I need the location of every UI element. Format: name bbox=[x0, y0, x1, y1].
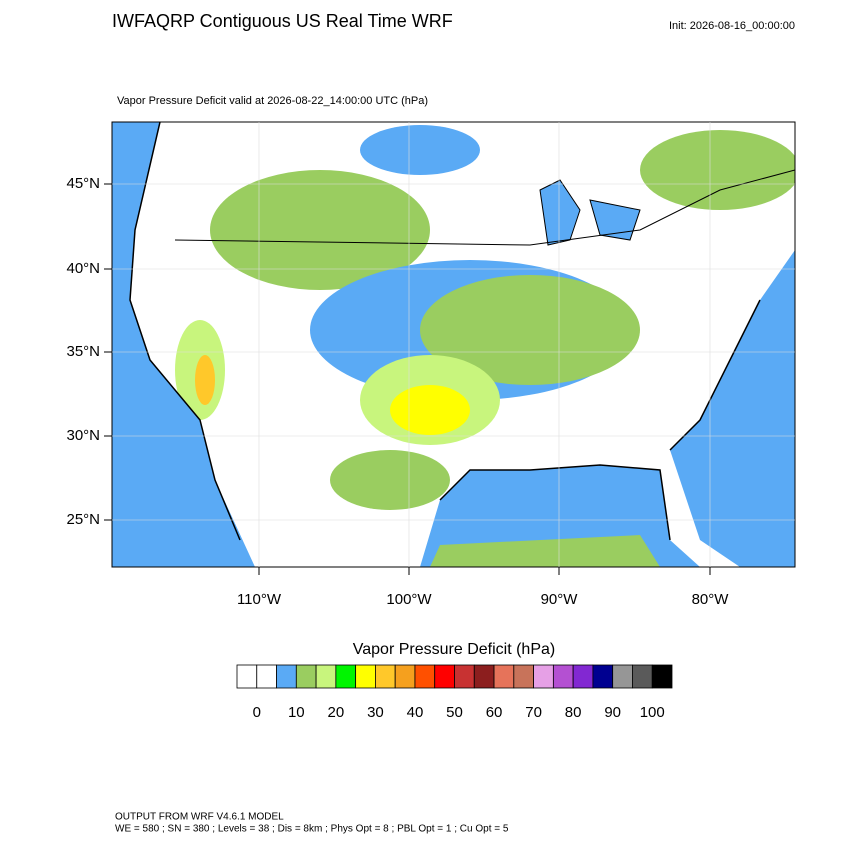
field-area bbox=[420, 275, 640, 385]
colorbar-label: 10 bbox=[288, 704, 305, 721]
colorbar-box bbox=[493, 664, 515, 689]
lon-label: 80°W bbox=[692, 591, 730, 608]
colorbar-box bbox=[414, 664, 436, 689]
lon-label: 110°W bbox=[237, 591, 282, 608]
lon-label: 100°W bbox=[386, 591, 432, 608]
lake bbox=[539, 179, 581, 246]
map bbox=[111, 121, 796, 568]
colorbar-box bbox=[533, 664, 554, 689]
atlantic bbox=[670, 250, 795, 567]
colorbar-box bbox=[394, 664, 416, 689]
lake bbox=[589, 199, 641, 241]
field-area bbox=[430, 535, 660, 567]
colorbar-label: 90 bbox=[604, 704, 621, 721]
colorbar-label: 70 bbox=[525, 704, 542, 721]
lat-label: 40°N bbox=[66, 260, 100, 277]
pacific bbox=[112, 122, 255, 567]
colorbar-box bbox=[295, 664, 317, 689]
field-area bbox=[360, 125, 480, 175]
colorbar-box bbox=[454, 664, 475, 689]
field-area bbox=[195, 355, 215, 405]
field-area bbox=[390, 385, 470, 435]
field-area bbox=[210, 170, 430, 290]
colorbar-box bbox=[632, 664, 653, 689]
colorbar-label: 20 bbox=[328, 704, 345, 721]
colorbar-box bbox=[236, 664, 258, 689]
field-area bbox=[640, 130, 795, 210]
coastline bbox=[669, 299, 761, 451]
colorbar-box bbox=[473, 664, 495, 689]
lat-label: 25°N bbox=[66, 511, 100, 528]
colorbar-box bbox=[572, 664, 594, 689]
colorbar-label: 30 bbox=[367, 704, 384, 721]
colorbar-label: 40 bbox=[407, 704, 424, 721]
footer-line: WE = 580 ; SN = 380 ; Levels = 38 ; Dis … bbox=[115, 824, 509, 835]
lat-label: 30°N bbox=[66, 427, 100, 444]
colorbar-box bbox=[315, 664, 337, 689]
colorbar-title: Vapor Pressure Deficit (hPa) bbox=[353, 641, 555, 658]
lon-label: 90°W bbox=[541, 591, 579, 608]
map-subtitle: Vapor Pressure Deficit valid at 2026-08-… bbox=[117, 95, 428, 107]
colorbar-label: 80 bbox=[565, 704, 582, 721]
colorbar-box bbox=[335, 664, 357, 689]
border bbox=[174, 169, 795, 246]
colorbar-label: 0 bbox=[253, 704, 261, 721]
colorbar-box bbox=[552, 664, 574, 689]
colorbar-box bbox=[256, 664, 277, 689]
colorbar-box bbox=[434, 664, 455, 689]
lat-label: 45°N bbox=[66, 175, 100, 192]
colorbar: Vapor Pressure Deficit (hPa) bbox=[353, 641, 555, 658]
colorbar-box bbox=[651, 664, 673, 689]
colorbar-box bbox=[375, 664, 396, 689]
map-frame bbox=[111, 121, 796, 568]
colorbar-label: 100 bbox=[640, 704, 665, 721]
title: IWFAQRP Contiguous US Real Time WRF bbox=[112, 11, 453, 31]
colorbar-label: 50 bbox=[446, 704, 463, 721]
lat-label: 35°N bbox=[66, 343, 100, 360]
colorbar-box bbox=[276, 664, 297, 689]
init-time: Init: 2026-08-16_00:00:00 bbox=[669, 20, 795, 32]
colorbar-box bbox=[355, 664, 376, 689]
coastline bbox=[439, 464, 671, 541]
colorbar-box bbox=[513, 664, 534, 689]
colorbar-label: 60 bbox=[486, 704, 503, 721]
coastline bbox=[129, 122, 241, 541]
colorbar-box bbox=[612, 664, 633, 689]
footer-line: OUTPUT FROM WRF V4.6.1 MODEL bbox=[115, 812, 284, 823]
colorbar-box bbox=[592, 664, 614, 689]
field-area bbox=[330, 450, 450, 510]
